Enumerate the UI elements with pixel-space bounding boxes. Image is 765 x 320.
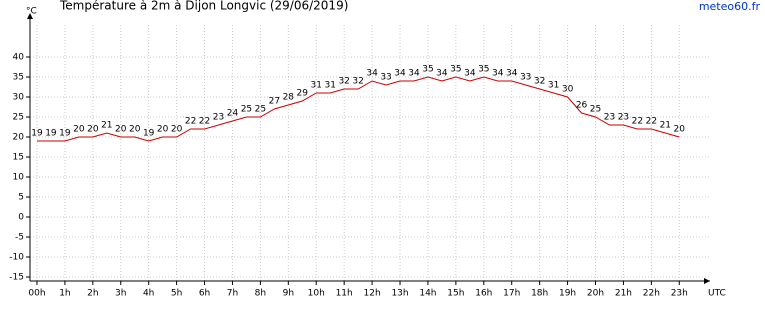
x-tick-label: 12h — [364, 289, 381, 299]
x-tick-label: 21h — [615, 289, 632, 299]
data-label: 32 — [352, 77, 363, 87]
x-tick-label: 1h — [59, 289, 70, 299]
data-label: 23 — [604, 113, 615, 123]
data-label: 25 — [590, 105, 601, 115]
data-label: 34 — [492, 69, 504, 79]
data-label: 33 — [520, 73, 531, 83]
data-label: 32 — [534, 77, 545, 87]
data-label: 31 — [324, 81, 335, 91]
x-tick-label: 00h — [28, 289, 45, 299]
data-label: 34 — [408, 69, 420, 79]
data-label: 22 — [632, 117, 643, 127]
data-label: 22 — [199, 117, 210, 127]
y-tick-label: 10 — [13, 173, 25, 183]
data-label: 22 — [646, 117, 657, 127]
data-label: 24 — [227, 109, 239, 119]
x-axis-label: UTC — [708, 289, 726, 299]
data-label: 19 — [45, 129, 57, 139]
y-tick-label: -5 — [15, 233, 24, 243]
data-label: 20 — [171, 125, 183, 135]
y-axis-arrow — [27, 13, 33, 19]
data-label: 35 — [422, 65, 433, 75]
data-label: 20 — [129, 125, 141, 135]
data-label: 19 — [31, 129, 43, 139]
data-label: 25 — [255, 105, 266, 115]
data-label: 27 — [269, 97, 280, 107]
data-label: 22 — [185, 117, 196, 127]
y-tick-label: 40 — [13, 53, 25, 63]
data-label: 21 — [660, 121, 671, 131]
data-label: 21 — [101, 121, 112, 131]
x-tick-label: 7h — [227, 289, 238, 299]
x-tick-label: 5h — [171, 289, 182, 299]
x-tick-label: 9h — [283, 289, 294, 299]
x-tick-label: 14h — [419, 289, 436, 299]
data-label: 25 — [241, 105, 252, 115]
x-tick-label: 6h — [199, 289, 210, 299]
y-tick-label: 0 — [18, 213, 24, 223]
x-tick-label: 13h — [391, 289, 408, 299]
x-tick-label: 16h — [475, 289, 492, 299]
chart-title: Température à 2m à Dijon Longvic (29/06/… — [59, 0, 348, 13]
data-label: 28 — [283, 93, 295, 103]
data-label: 19 — [143, 129, 155, 139]
data-label: 20 — [157, 125, 169, 135]
source[interactable]: meteo60.fr — [699, 0, 761, 13]
y-axis-label: °C — [26, 7, 37, 17]
y-tick-label: 30 — [13, 93, 25, 103]
x-tick-label: 3h — [115, 289, 126, 299]
x-axis-arrow — [704, 278, 710, 284]
data-label: 30 — [562, 85, 574, 95]
x-tick-label: 18h — [531, 289, 548, 299]
x-tick-label: 2h — [87, 289, 98, 299]
data-label: 23 — [618, 113, 629, 123]
data-label: 23 — [213, 113, 224, 123]
data-label: 34 — [436, 69, 448, 79]
data-label: 35 — [478, 65, 489, 75]
data-label: 34 — [464, 69, 476, 79]
x-tick-label: 17h — [503, 289, 520, 299]
data-label: 20 — [87, 125, 99, 135]
y-tick-label: 25 — [13, 113, 24, 123]
data-label: 20 — [674, 125, 686, 135]
data-label: 34 — [366, 69, 378, 79]
data-label: 32 — [338, 77, 349, 87]
data-label: 29 — [297, 89, 309, 99]
y-tick-label: 5 — [18, 193, 24, 203]
x-tick-label: 22h — [643, 289, 660, 299]
x-tick-label: 11h — [336, 289, 353, 299]
x-tick-label: 23h — [671, 289, 688, 299]
data-label: 34 — [394, 69, 406, 79]
data-label: 34 — [506, 69, 518, 79]
data-label: 33 — [380, 73, 391, 83]
data-label: 31 — [311, 81, 322, 91]
x-tick-label: 19h — [559, 289, 576, 299]
y-tick-label: -15 — [9, 273, 24, 283]
x-tick-label: 15h — [447, 289, 464, 299]
y-tick-label: 15 — [13, 153, 24, 163]
data-label: 19 — [59, 129, 71, 139]
data-label: 35 — [450, 65, 461, 75]
x-tick-label: 20h — [587, 289, 604, 299]
y-tick-label: 20 — [13, 133, 25, 143]
y-tick-label: -10 — [9, 253, 24, 263]
data-label: 20 — [115, 125, 127, 135]
data-label: 20 — [73, 125, 85, 135]
data-label: 26 — [576, 101, 588, 111]
x-tick-label: 8h — [255, 289, 266, 299]
data-label: 31 — [548, 81, 559, 91]
temperature-line — [36, 76, 680, 142]
x-tick-label: 4h — [143, 289, 154, 299]
y-tick-label: 35 — [13, 73, 24, 83]
x-tick-label: 10h — [308, 289, 325, 299]
